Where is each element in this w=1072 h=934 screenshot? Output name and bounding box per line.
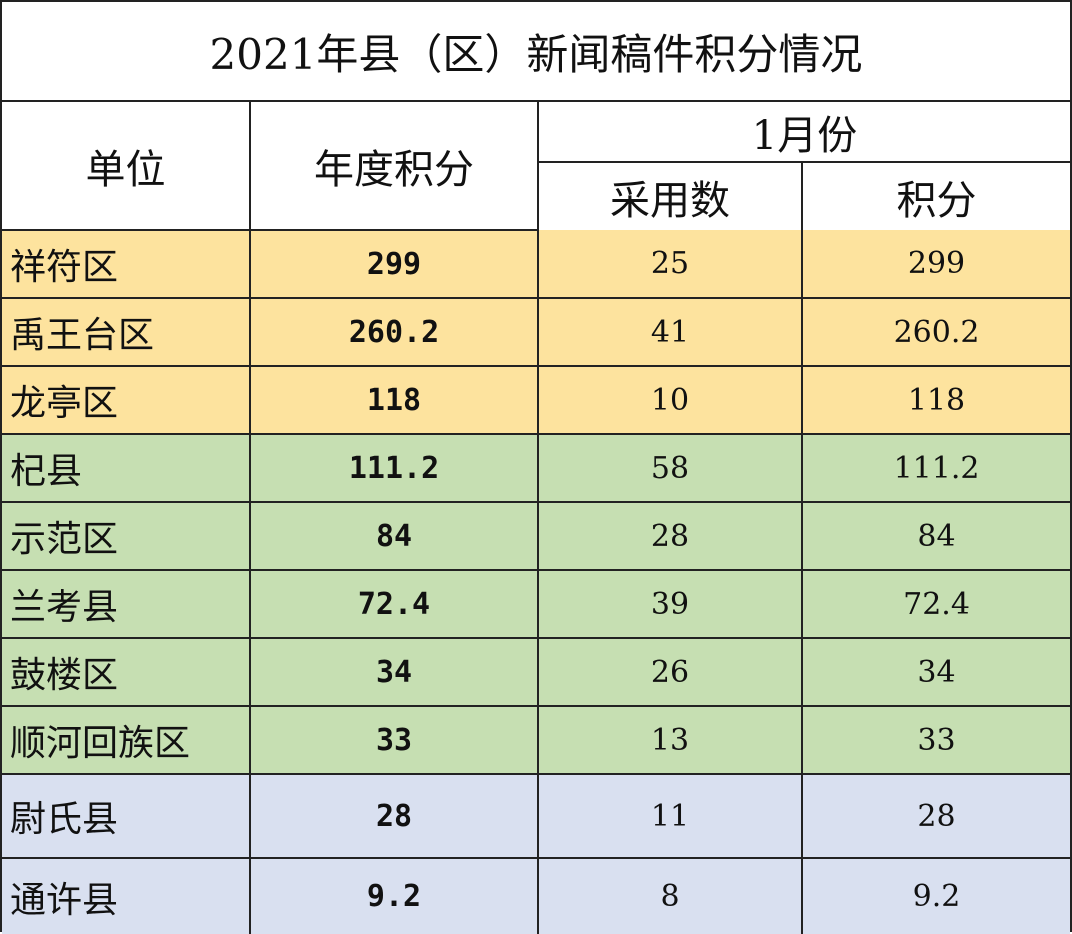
- cell-score: 299: [800, 230, 1071, 299]
- cell-unit: 禹王台区: [2, 297, 251, 367]
- header-score: 积分: [800, 161, 1071, 230]
- cell-unit: 示范区: [2, 501, 251, 571]
- header-month: 1月份: [536, 102, 1071, 163]
- cell-unit: 通许县: [2, 857, 251, 934]
- table-row: 通许县 9.2 8 9.2: [2, 857, 1071, 934]
- header-annual-score: 年度积分: [249, 102, 539, 231]
- cell-annual-score: 84: [249, 501, 539, 571]
- cell-score: 33: [800, 705, 1071, 775]
- cell-adopted: 41: [537, 297, 803, 367]
- cell-score: 84: [800, 501, 1071, 571]
- cell-unit: 祥符区: [2, 230, 251, 299]
- header-adopted: 采用数: [538, 161, 803, 230]
- cell-score: 9.2: [800, 857, 1071, 934]
- cell-adopted: 10: [537, 365, 803, 435]
- score-table: 单位 年度积分 1月份 采用数 积分 祥符区 299 25 299 禹王台区 260.2 4…: [2, 102, 1071, 934]
- cell-unit: 顺河回族区: [2, 705, 251, 775]
- cell-adopted: 26: [537, 637, 803, 707]
- table-row: 兰考县 72.4 39 72.4: [2, 569, 1071, 639]
- cell-unit: 兰考县: [2, 569, 251, 639]
- cell-adopted: 8: [537, 857, 803, 934]
- cell-annual-score: 118: [249, 365, 539, 435]
- cell-score: 72.4: [800, 569, 1071, 639]
- cell-score: 111.2: [800, 433, 1071, 503]
- cell-annual-score: 260.2: [249, 297, 539, 367]
- header-unit: 单位: [2, 102, 251, 231]
- table-row: 龙亭区 118 10 118: [2, 365, 1071, 435]
- cell-annual-score: 111.2: [249, 433, 539, 503]
- cell-adopted: 28: [537, 501, 803, 571]
- cell-unit: 鼓楼区: [2, 637, 251, 707]
- cell-annual-score: 33: [249, 705, 539, 775]
- cell-annual-score: 34: [249, 637, 539, 707]
- cell-unit: 尉氏县: [2, 773, 251, 859]
- table-row: 祥符区 299 25 299: [2, 230, 1071, 299]
- table-row: 尉氏县 28 11 28: [2, 773, 1071, 859]
- table-row: 示范区 84 28 84: [2, 501, 1071, 571]
- cell-adopted: 58: [537, 433, 803, 503]
- table-row: 杞县 111.2 58 111.2: [2, 433, 1071, 503]
- cell-adopted: 25: [537, 230, 803, 299]
- cell-unit: 龙亭区: [2, 365, 251, 435]
- cell-score: 260.2: [800, 297, 1071, 367]
- cell-score: 118: [800, 365, 1071, 435]
- cell-score: 28: [800, 773, 1071, 859]
- table-row: 鼓楼区 34 26 34: [2, 637, 1071, 707]
- cell-annual-score: 28: [249, 773, 539, 859]
- table-title: 2021年县（区）新闻稿件积分情况: [2, 2, 1070, 102]
- cell-adopted: 13: [537, 705, 803, 775]
- cell-unit: 杞县: [2, 433, 251, 503]
- table-body: 祥符区 299 25 299 禹王台区 260.2 41 260.2 龙亭区 118 10 118 杞县…: [2, 230, 1071, 934]
- cell-annual-score: 9.2: [249, 857, 539, 934]
- cell-adopted: 11: [537, 773, 803, 859]
- cell-annual-score: 72.4: [249, 569, 539, 639]
- table-row: 禹王台区 260.2 41 260.2: [2, 297, 1071, 367]
- cell-score: 34: [800, 637, 1071, 707]
- cell-adopted: 39: [537, 569, 803, 639]
- table-row: 顺河回族区 33 13 33: [2, 705, 1071, 775]
- cell-annual-score: 299: [249, 230, 539, 299]
